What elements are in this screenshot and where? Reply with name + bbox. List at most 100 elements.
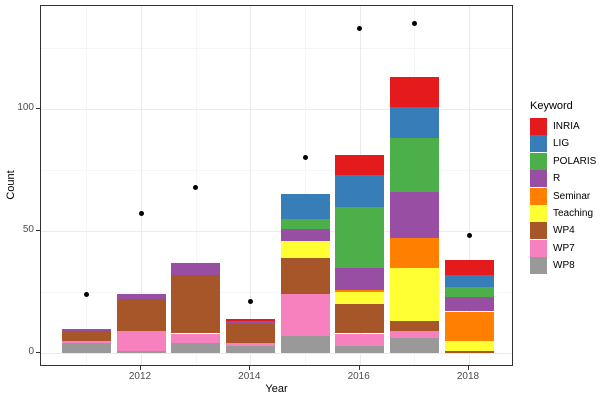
legend-item-label: WP7 <box>553 242 575 254</box>
bar-segment-wp7 <box>280 294 330 336</box>
bar-segment-wp8 <box>171 343 221 353</box>
bar-segment-lig <box>280 194 330 219</box>
data-point <box>466 233 472 239</box>
legend-item-r: R <box>530 170 596 188</box>
bar-segment-inria <box>389 77 439 107</box>
legend-item-wp4: WP4 <box>530 222 596 240</box>
legend-items: INRIA LIG POLARIS R Seminar Teaching WP4 WP7 WP8 <box>530 118 597 275</box>
gridline-y-major <box>41 231 512 232</box>
bar-segment-r <box>225 321 275 324</box>
gridline-y-minor <box>41 292 512 293</box>
bar-segment-wp4 <box>225 323 275 344</box>
data-point <box>411 21 417 27</box>
bar-segment-wp4 <box>61 331 111 341</box>
bar-segment-wp7 <box>335 333 385 346</box>
gridline-y-major <box>41 353 512 354</box>
gridline-x-major <box>250 6 252 365</box>
legend-item-wp7: WP7 <box>530 239 596 257</box>
bar-segment-wp4 <box>444 350 494 353</box>
data-point <box>247 299 253 305</box>
bar-segment-polaris <box>280 218 330 229</box>
x-axis-title: Year <box>265 383 288 395</box>
legend-item-label: POLARIS <box>553 155 597 167</box>
bar-segment-inria <box>444 260 494 275</box>
x-tick-mark <box>249 366 251 370</box>
bar-segment-wp7 <box>389 331 439 339</box>
bar-segment-wp4 <box>116 299 166 331</box>
legend-key-swatch <box>530 118 547 135</box>
legend: Keyword INRIA LIG POLARIS R Seminar Teaching W… <box>530 100 596 275</box>
legend-item-inria: INRIA <box>530 118 596 135</box>
legend-key-swatch <box>530 135 547 153</box>
x-tick-label: 2014 <box>238 371 261 382</box>
legend-item-label: Teaching <box>553 207 594 219</box>
bar-segment-wp8 <box>280 335 330 353</box>
gridline-y-minor <box>41 170 512 171</box>
x-tick-label: 2016 <box>347 371 370 382</box>
legend-item-label: LIG <box>553 138 570 150</box>
bar-segment-polaris <box>444 287 494 297</box>
bar-segment-r <box>116 294 166 300</box>
bar-segment-wp4 <box>389 321 439 332</box>
y-axis-title: Count <box>5 170 17 200</box>
data-point <box>302 155 308 161</box>
legend-title: Keyword <box>530 100 573 112</box>
bar-segment-lig <box>444 274 494 288</box>
legend-item-label: WP8 <box>553 260 575 272</box>
bar-segment-teaching <box>335 292 385 305</box>
bar-segment-wp4 <box>335 304 385 334</box>
bar-segment-wp8 <box>335 345 385 353</box>
bar-segment-polaris <box>335 206 385 268</box>
bar-segment-wp8 <box>61 343 111 353</box>
plot-panel <box>40 5 513 366</box>
x-tick-label: 2018 <box>456 371 480 382</box>
legend-key-swatch <box>530 239 547 257</box>
y-tick-label: 50 <box>22 224 34 235</box>
bar-segment-inria <box>225 318 275 322</box>
bar-segment-wp4 <box>280 257 330 295</box>
legend-key-swatch <box>530 257 547 275</box>
gridline-x-major <box>469 6 470 365</box>
bar-segment-teaching <box>280 240 330 258</box>
bar-segment-wp7 <box>225 343 275 346</box>
bar-segment-inria <box>335 155 385 175</box>
bar-segment-wp7 <box>171 333 221 344</box>
legend-item-teaching: Teaching <box>530 204 596 222</box>
y-tick-label: 0 <box>28 346 34 357</box>
x-tick-mark <box>140 366 141 370</box>
bar-segment-wp8 <box>116 350 166 353</box>
data-point <box>138 211 144 217</box>
bar-segment-teaching <box>444 340 494 351</box>
legend-item-lig: LIG <box>530 135 596 153</box>
gridline-x-minor <box>305 6 306 365</box>
y-tick-mark <box>36 352 40 353</box>
data-point <box>193 184 199 190</box>
gridline-y-minor <box>41 48 512 49</box>
legend-key-swatch <box>530 170 547 188</box>
bar-segment-r <box>444 296 494 312</box>
gridline-x-major <box>141 6 142 365</box>
bar-segment-r <box>280 228 330 241</box>
data-point <box>83 291 89 297</box>
legend-item-label: R <box>553 173 561 185</box>
legend-item-seminar: Seminar <box>530 187 596 205</box>
bar-segment-seminar <box>389 238 439 268</box>
x-tick-label: 2012 <box>128 371 152 382</box>
x-tick-mark <box>468 366 469 370</box>
legend-key-swatch <box>530 204 547 222</box>
legend-item-polaris: POLARIS <box>530 152 597 170</box>
bar-segment-r <box>335 267 385 290</box>
gridline-y-major <box>41 109 512 110</box>
y-tick-mark <box>36 108 40 109</box>
bar-segment-r <box>171 262 221 275</box>
bar-segment-r <box>389 192 439 239</box>
legend-key-swatch <box>530 187 547 205</box>
bar-segment-polaris <box>389 138 439 192</box>
bar-segment-lig <box>335 174 385 207</box>
legend-key-swatch <box>530 222 547 240</box>
legend-key-swatch <box>530 152 547 170</box>
x-tick-mark <box>358 366 360 370</box>
legend-item-label: WP4 <box>553 225 575 237</box>
data-point <box>357 26 363 31</box>
